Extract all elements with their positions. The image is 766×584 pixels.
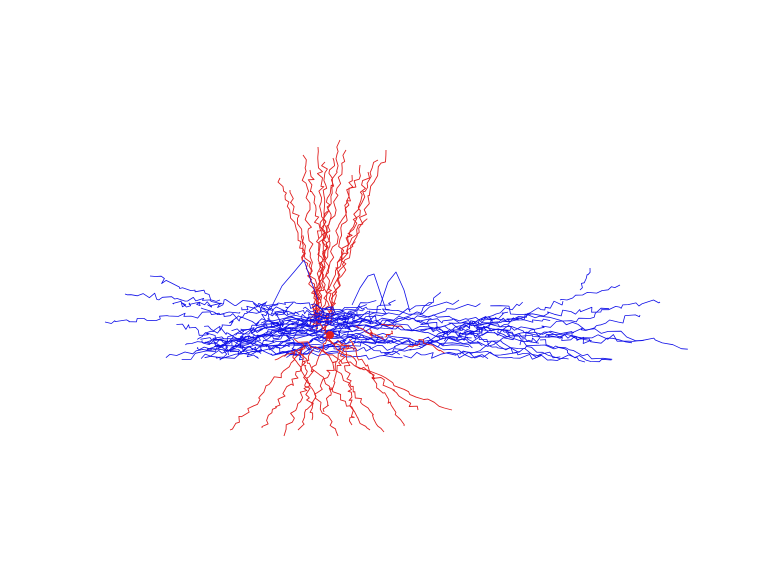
axon-branch [384,316,497,355]
axon-branch [385,309,592,341]
axon-branch [206,348,403,360]
soma [326,331,334,339]
basal-dendrite [290,350,339,437]
axon-branch [124,292,261,308]
axon-branch [414,317,551,324]
apical-branch [348,218,368,245]
basal-dendrite [355,325,385,340]
apical-dendrites [277,139,387,333]
axon-branch [240,344,341,351]
apical-branch [323,234,330,259]
axon-branch [457,300,564,337]
axon-branch [579,267,591,291]
axon-branch [172,300,224,308]
axon-branch [215,304,279,359]
axon-branch [444,313,531,342]
basal-dendrite [283,337,328,437]
basal-dendrite [418,339,445,354]
axon-branch [250,302,433,352]
axon-branch [149,275,221,302]
axon-branch [266,310,371,348]
basal-dendrite [344,350,355,426]
apical-dendrite [317,159,379,321]
axon-branch [446,351,612,363]
basal-dendrite [325,338,419,411]
apical-dendrite [307,169,331,321]
axon-branch [265,306,383,325]
apical-branch [301,235,305,261]
axon-branch [438,336,561,359]
basal-dendrite [322,344,348,413]
basal-dendrites [229,321,453,437]
axonal-arbor [104,259,688,363]
basal-dendrite [408,342,421,348]
axon-branch [274,306,333,328]
axon-branch [420,323,520,354]
axon-branch [227,302,294,356]
axon-branch [490,305,688,350]
apical-dendrite [310,149,347,332]
apical-dendrite [324,171,370,330]
axon-branch [200,307,328,341]
axon-loop [351,273,387,311]
axon-branch [417,320,569,360]
basal-dendrite [322,348,385,433]
axon-branch [197,301,268,340]
basal-dendrite [315,321,327,335]
axon-branch [459,307,610,355]
basal-dendrite [349,338,405,427]
axon-branch [419,291,441,316]
axon-branch [382,327,512,357]
axon-branch [253,301,382,311]
basal-dendrite [297,342,345,431]
axon-branch [270,343,415,356]
basal-dendrite [261,349,314,429]
axon-branch [260,314,362,325]
apical-dendrite [320,149,387,333]
axon-branch [299,308,390,349]
axon-loop [269,259,319,311]
basal-dendrite [274,347,304,361]
basal-dendrite [384,330,393,338]
basal-dendrite [337,339,355,351]
basal-dendrite [369,328,374,338]
axon-branch [460,327,613,360]
axon-branch [282,303,481,348]
basal-dendrite [380,323,403,328]
basal-dendrite [293,338,453,411]
axon-branch [403,351,542,359]
apical-dendrite [301,154,320,332]
apical-dendrite [309,164,361,327]
axon-branch [165,324,317,359]
axon-branch [539,339,586,363]
basal-dendrite [295,349,371,431]
axon-branch [519,314,641,346]
axon-branch [281,328,473,349]
axon-branch [241,305,300,316]
axon-branch [310,303,483,347]
axon-branch [559,284,621,301]
axon-branch [104,311,241,324]
apical-dendrite [289,190,327,333]
axon-branch [185,331,285,346]
axon-branch [419,299,661,332]
axon-branch [309,338,398,345]
basal-dendrite [323,336,340,346]
axon-branch [448,322,644,342]
basal-dendrite [299,342,314,421]
axon-loop [379,271,411,313]
